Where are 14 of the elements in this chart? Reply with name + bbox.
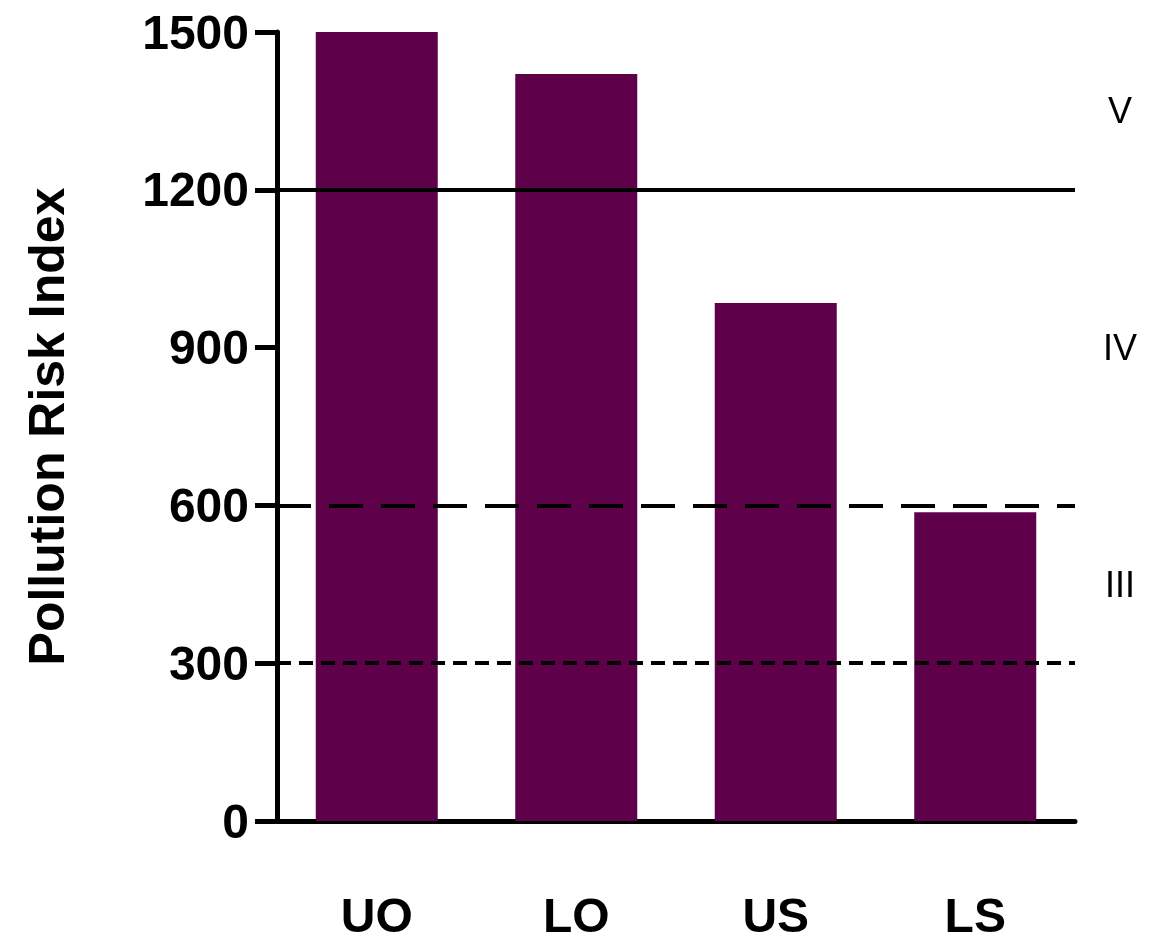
y-tick-label: 1200 [142, 163, 249, 217]
y-tick-label: 600 [168, 478, 249, 532]
text: V [1107, 90, 1133, 132]
x-tick-label: UO [340, 888, 413, 942]
x-tick-label: LO [542, 888, 610, 942]
y-tick-label: 0 [222, 794, 249, 848]
y-tick-label: 300 [168, 636, 249, 690]
x-tick-label: US [742, 888, 810, 942]
x-tick-label: LS [944, 888, 1006, 942]
text: III [1104, 563, 1136, 605]
y-tick-label: 1500 [142, 5, 249, 59]
text: IV [1102, 327, 1138, 369]
y-tick-label: 900 [168, 321, 249, 375]
y-axis-title: Pollution Risk Index [19, 187, 75, 666]
